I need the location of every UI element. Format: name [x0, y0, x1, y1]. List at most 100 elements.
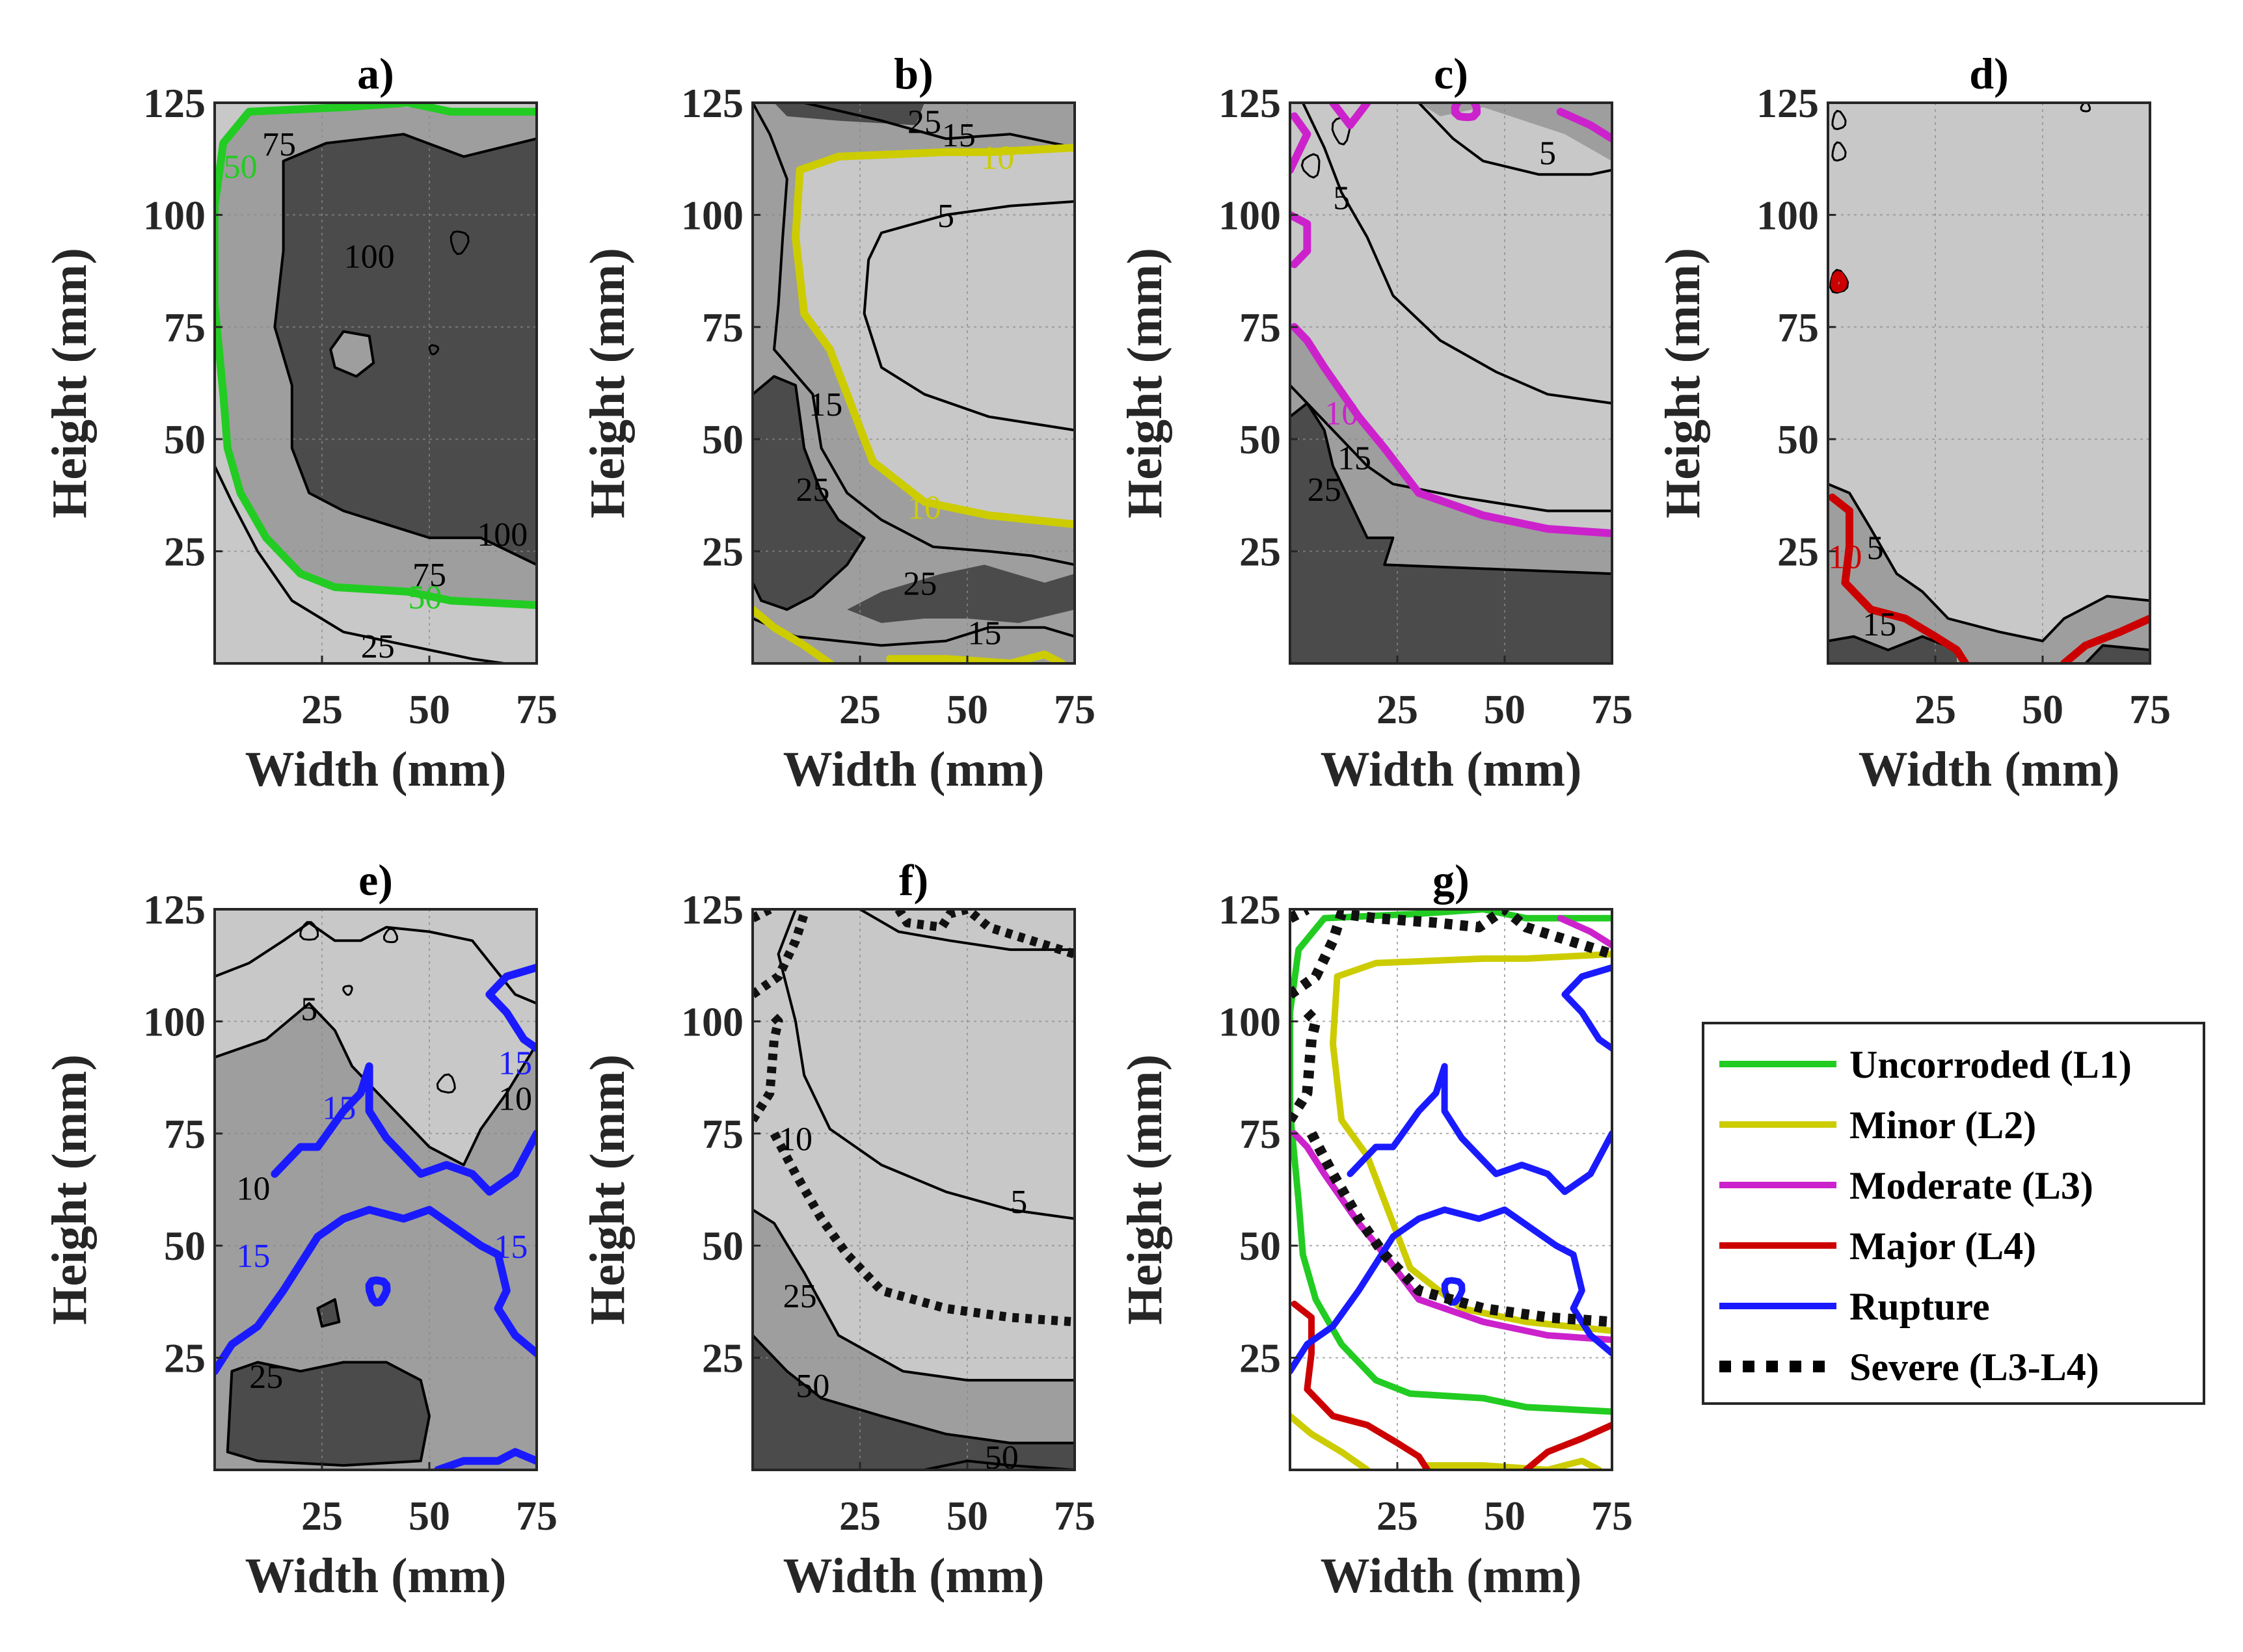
- y-tick-label: 100: [1756, 192, 1819, 238]
- x-tick-label: 50: [1484, 686, 1525, 732]
- x-tick-label: 50: [947, 1493, 988, 1539]
- legend-label: Severe (L3-L4): [1849, 1346, 2099, 1389]
- contour-line: [342, 985, 353, 996]
- y-tick-label: 75: [1239, 304, 1281, 351]
- contour-label: 10: [236, 1170, 270, 1207]
- contour-line: [753, 1334, 1075, 1445]
- y-tick-label: 125: [143, 886, 206, 933]
- contour-line: [1831, 271, 1847, 293]
- contour-label: 75: [412, 557, 446, 594]
- y-tick-label: 50: [702, 1223, 744, 1269]
- contour-line: [1441, 1277, 1466, 1306]
- y-tick-label: 125: [1756, 80, 1819, 126]
- panel-g: 25 50 75 25 50 75 100 125 g) Width (mm) Height (mm…: [1118, 855, 1633, 1603]
- contour-line: [1561, 964, 1612, 1052]
- contour-line: [753, 909, 772, 923]
- x-tick-label: 25: [301, 686, 343, 732]
- contour-line: [1290, 1206, 1612, 1375]
- y-tick-label: 75: [702, 304, 744, 351]
- contour-line: [1290, 1009, 1321, 1123]
- contour-line: [329, 330, 375, 378]
- contour-label: 15: [942, 117, 976, 154]
- contour-label: 10: [980, 140, 1014, 177]
- contour-line: [863, 200, 1075, 432]
- contour-fill: [330, 331, 374, 377]
- contour-line: [215, 921, 537, 1005]
- y-tick-label: 50: [1777, 416, 1819, 462]
- contour-line: [777, 909, 1075, 1220]
- contour-line: [271, 1062, 537, 1196]
- contour-line: [1290, 384, 1612, 513]
- contour-line: [436, 1073, 456, 1094]
- y-axis-label: Height (mm): [1656, 248, 1710, 518]
- y-tick-label: 50: [1239, 416, 1281, 462]
- axes-frame: [1289, 908, 1613, 1471]
- contour-label: 15: [809, 386, 842, 423]
- x-tick-label: 75: [1591, 1493, 1633, 1539]
- contour-line: [1831, 110, 1847, 131]
- y-tick-label: 25: [702, 529, 744, 575]
- contour-label: 50: [408, 579, 442, 616]
- contour-line: [1290, 323, 1612, 537]
- contour-line: [859, 909, 1075, 952]
- contour-line: [1290, 909, 1612, 999]
- y-tick-label: 100: [681, 192, 744, 238]
- contour-line: [1828, 493, 1970, 663]
- x-axis-label: Width (mm): [783, 742, 1045, 797]
- x-tick-label: 25: [301, 1493, 343, 1539]
- x-axis-label: Width (mm): [783, 1549, 1045, 1603]
- contour-label: 25: [903, 566, 937, 603]
- contour-line: [1828, 483, 2150, 643]
- contour-line: [1424, 1458, 1603, 1470]
- contour-line: [792, 144, 1075, 529]
- contour-line: [383, 927, 398, 944]
- y-axis-label: Height (mm): [42, 1054, 97, 1325]
- x-tick-label: 75: [1054, 1493, 1095, 1539]
- y-tick-label: 75: [164, 304, 206, 351]
- x-tick-label: 75: [1054, 686, 1095, 732]
- contour-line: [1290, 1413, 1371, 1470]
- contour-line: [753, 375, 866, 611]
- axes-frame: [1289, 101, 1613, 665]
- y-axis-label: Height (mm): [1118, 1054, 1172, 1325]
- panel-title: c): [1434, 49, 1468, 98]
- y-tick-label: 75: [702, 1111, 744, 1157]
- y-axis-label: Height (mm): [1118, 248, 1172, 518]
- x-axis-label: Width (mm): [1321, 1549, 1582, 1603]
- contour-line: [1300, 153, 1321, 179]
- axes-frame: [751, 908, 1076, 1471]
- contour-label: 5: [937, 198, 954, 235]
- y-tick-label: 100: [143, 192, 206, 238]
- x-axis-label: Width (mm): [1859, 742, 2120, 797]
- contour-line: [1523, 1422, 1612, 1470]
- y-tick-label: 125: [1218, 80, 1281, 126]
- contour-fill: [1290, 403, 1612, 663]
- contour-label: 100: [344, 238, 395, 275]
- y-tick-label: 25: [1239, 1335, 1281, 1381]
- contour-fill: [847, 565, 1075, 623]
- axes-frame: [213, 101, 538, 665]
- x-tick-label: 25: [1377, 686, 1418, 732]
- contour-line: [803, 103, 1075, 149]
- panel-title: e): [358, 855, 393, 905]
- contour-line: [1329, 103, 1371, 129]
- contour-line: [226, 1361, 431, 1467]
- contour-line: [1451, 103, 1481, 122]
- contour-fill: [275, 134, 537, 565]
- contour-fill: [2086, 645, 2150, 663]
- x-tick-label: 50: [2022, 686, 2063, 732]
- y-tick-label: 75: [1777, 304, 1819, 351]
- y-tick-label: 125: [681, 886, 744, 933]
- contour-line: [316, 1298, 341, 1328]
- contour-label: 100: [477, 516, 528, 553]
- x-tick-label: 25: [839, 686, 881, 732]
- contour-label: 15: [322, 1089, 356, 1126]
- contour-line: [434, 1448, 537, 1470]
- y-tick-label: 125: [1218, 886, 1281, 933]
- contour-line: [215, 464, 514, 663]
- x-tick-label: 75: [2129, 686, 2171, 732]
